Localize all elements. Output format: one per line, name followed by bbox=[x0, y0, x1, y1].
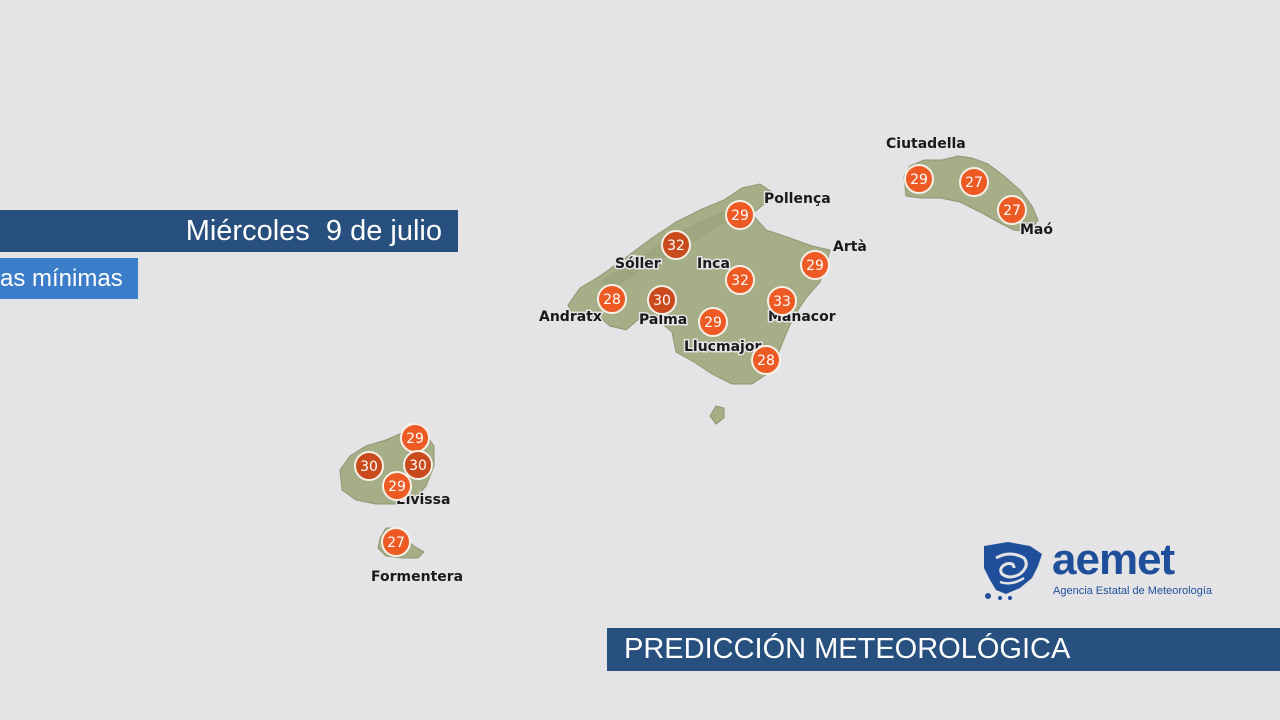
temperature-badge: 27 bbox=[381, 527, 411, 557]
temperature-badge-circle bbox=[354, 451, 384, 481]
town-label: Eivissa bbox=[396, 492, 450, 508]
temperature-badge: 28 bbox=[597, 284, 627, 314]
town-label: Maó bbox=[1020, 222, 1053, 238]
temperature-badge-circle bbox=[767, 286, 797, 316]
temperature-badge: 32 bbox=[725, 265, 755, 295]
date-banner: Miércoles 9 de julio bbox=[0, 210, 458, 252]
temperature-value: 29 bbox=[406, 431, 424, 447]
temperature-value: 29 bbox=[704, 315, 722, 331]
temperature-badge: 30 bbox=[354, 451, 384, 481]
temperature-badge: 30 bbox=[403, 450, 433, 480]
temperature-badge-circle bbox=[800, 250, 830, 280]
temperature-value: 29 bbox=[910, 172, 928, 188]
temperature-badge: 28 bbox=[751, 345, 781, 375]
temperature-badge: 29 bbox=[725, 200, 755, 230]
town-label: Inca bbox=[697, 256, 730, 272]
temperature-value: 32 bbox=[667, 238, 685, 254]
temperature-badge: 29 bbox=[698, 307, 728, 337]
temperature-badge-circle bbox=[959, 167, 989, 197]
town-label: Artà bbox=[833, 239, 867, 255]
temperature-badge-circle bbox=[647, 285, 677, 315]
island-cabrera bbox=[709, 405, 725, 425]
temperature-badge-circle bbox=[904, 164, 934, 194]
temperature-badge: 33 bbox=[767, 286, 797, 316]
temperature-badge: 32 bbox=[661, 230, 691, 260]
temperature-badge-circle bbox=[725, 200, 755, 230]
temperature-value: 27 bbox=[1003, 203, 1021, 219]
temperature-value: 29 bbox=[388, 479, 406, 495]
temperature-value: 27 bbox=[387, 535, 405, 551]
town-label: Ciutadella bbox=[886, 136, 966, 152]
temperature-value: 30 bbox=[653, 293, 671, 309]
temperature-badge-circle bbox=[382, 471, 412, 501]
temperature-badge: 27 bbox=[997, 195, 1027, 225]
temperature-badge-circle bbox=[403, 450, 433, 480]
forecast-title-banner: PREDICCIÓN METEOROLÓGICA bbox=[607, 628, 1280, 671]
temperature-badge-circle bbox=[597, 284, 627, 314]
temperature-value: 28 bbox=[757, 353, 775, 369]
town-label: Sóller bbox=[615, 256, 661, 272]
town-label: Pollença bbox=[764, 191, 831, 207]
temperature-value: 30 bbox=[409, 458, 427, 474]
subtitle-banner: as mínimas bbox=[0, 258, 138, 299]
temperature-badge: 29 bbox=[382, 471, 412, 501]
logo-wordmark: aemet bbox=[1052, 535, 1175, 584]
temperature-value: 29 bbox=[731, 208, 749, 224]
temperature-badge-circle bbox=[698, 307, 728, 337]
temperature-badge: 29 bbox=[904, 164, 934, 194]
town-label: Llucmajor bbox=[684, 339, 761, 355]
island-mallorca bbox=[567, 183, 831, 385]
temperature-value: 28 bbox=[603, 292, 621, 308]
town-label: Palma bbox=[639, 312, 687, 328]
temperature-value: 33 bbox=[773, 294, 791, 310]
logo-tagline: Agencia Estatal de Meteorología bbox=[1053, 585, 1212, 597]
temperature-badge-circle bbox=[381, 527, 411, 557]
temperature-value: 32 bbox=[731, 273, 749, 289]
temperature-value: 27 bbox=[965, 175, 983, 191]
temperature-badge: 29 bbox=[400, 423, 430, 453]
aemet-emblem-icon bbox=[984, 542, 1042, 600]
temperature-badge-circle bbox=[751, 345, 781, 375]
temperature-value: 30 bbox=[360, 459, 378, 475]
temperature-value: 29 bbox=[806, 258, 824, 274]
temperature-badge: 30 bbox=[647, 285, 677, 315]
temperature-badge: 29 bbox=[800, 250, 830, 280]
temperature-badge-circle bbox=[661, 230, 691, 260]
aemet-logo: aemet Agencia Estatal de Meteorología bbox=[980, 535, 1220, 602]
temperature-badge: 27 bbox=[959, 167, 989, 197]
town-label: Andratx bbox=[539, 309, 602, 325]
temperature-badge-circle bbox=[725, 265, 755, 295]
town-label: Formentera bbox=[371, 569, 463, 585]
temperature-badge-circle bbox=[997, 195, 1027, 225]
